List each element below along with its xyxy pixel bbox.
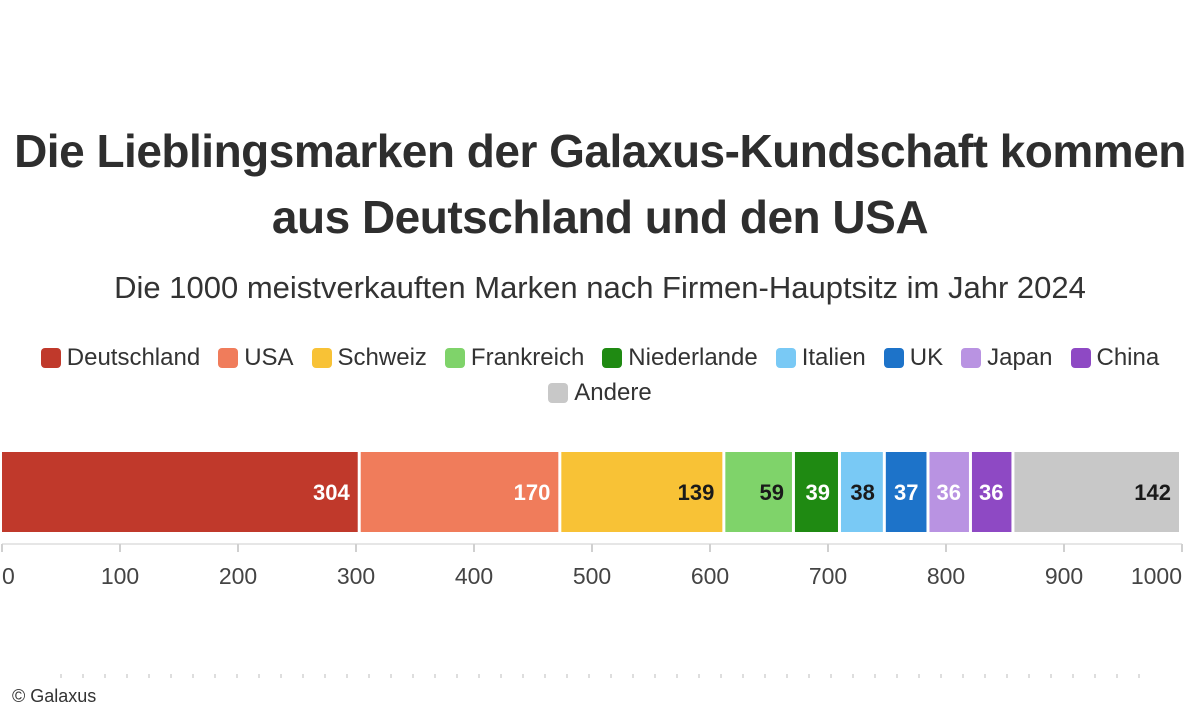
bar-segment-china bbox=[971, 452, 1012, 532]
data-label-niederlande: 39 bbox=[805, 480, 829, 505]
legend-item-andere: Andere bbox=[548, 375, 652, 410]
legend-item-frankreich: Frankreich bbox=[444, 340, 585, 375]
legend-label: UK bbox=[909, 344, 944, 371]
x-tick-label: 700 bbox=[809, 563, 847, 589]
bar-segment-usa bbox=[360, 452, 559, 532]
x-tick-label: 500 bbox=[573, 563, 611, 589]
legend-swatch bbox=[444, 347, 465, 368]
legend-item-italien: Italien bbox=[775, 340, 866, 375]
legend-label: China bbox=[1096, 344, 1160, 371]
legend-row: Deutschland USA Schweiz Frankreich Niederlan… bbox=[0, 340, 1200, 375]
faded-footer-text bbox=[60, 674, 1140, 678]
copyright-credit: © Galaxus bbox=[12, 686, 97, 706]
legend-swatch bbox=[311, 347, 332, 368]
legend-swatch bbox=[961, 347, 982, 368]
legend-swatch bbox=[1070, 347, 1091, 368]
data-label-schweiz: 139 bbox=[678, 480, 715, 505]
x-tick-label: 100 bbox=[101, 563, 139, 589]
legend-label: Schweiz bbox=[337, 344, 427, 371]
bar-segment-niederlande bbox=[794, 452, 838, 532]
chart-title-line-1: Die Lieblingsmarken der Galaxus-Kundscha… bbox=[14, 125, 1186, 177]
legend-item-japan: Japan bbox=[961, 340, 1053, 375]
chart-legend: Deutschland USA Schweiz Frankreich Niederlan… bbox=[0, 340, 1200, 410]
legend-swatch bbox=[883, 347, 904, 368]
data-label-andere: 142 bbox=[1134, 480, 1171, 505]
bar-segment-uk bbox=[885, 452, 927, 532]
bar-segment-andere bbox=[1014, 452, 1179, 532]
chart-subtitle: Die 1000 meistverkauften Marken nach Fir… bbox=[114, 270, 1086, 305]
data-label-uk: 37 bbox=[894, 480, 918, 505]
bar-segment-italien bbox=[840, 452, 883, 532]
data-label-frankreich: 59 bbox=[759, 480, 783, 505]
legend-item-schweiz: Schweiz bbox=[311, 340, 427, 375]
bar-segment-deutschland bbox=[2, 452, 358, 532]
legend-item-deutschland: Deutschland bbox=[40, 340, 201, 375]
legend-item-niederlande: Niederlande bbox=[602, 340, 758, 375]
bar-segment-frankreich bbox=[725, 452, 792, 532]
data-label-japan: 36 bbox=[936, 480, 960, 505]
x-tick-label: 600 bbox=[691, 563, 729, 589]
legend-item-usa: USA bbox=[218, 340, 294, 375]
legend-label: USA bbox=[244, 344, 294, 371]
data-label-usa: 170 bbox=[514, 480, 551, 505]
legend-swatch bbox=[218, 347, 239, 368]
legend-swatch bbox=[602, 347, 623, 368]
x-tick-label: 200 bbox=[219, 563, 257, 589]
bar-segment-schweiz bbox=[561, 452, 723, 532]
legend-label: Japan bbox=[987, 344, 1053, 371]
legend-label: Andere bbox=[574, 379, 652, 406]
x-tick-label: 0 bbox=[2, 563, 15, 589]
legend-swatch bbox=[40, 347, 61, 368]
legend-swatch bbox=[548, 382, 569, 403]
legend-row: Andere bbox=[0, 375, 1200, 410]
x-tick-label: 1000 bbox=[1131, 563, 1182, 589]
legend-item-uk: UK bbox=[883, 340, 944, 375]
x-tick-label: 400 bbox=[455, 563, 493, 589]
legend-label: Italien bbox=[801, 344, 866, 371]
x-tick-label: 900 bbox=[1045, 563, 1083, 589]
data-label-italien: 38 bbox=[850, 480, 874, 505]
legend-swatch bbox=[775, 347, 796, 368]
x-tick-label: 800 bbox=[927, 563, 965, 589]
legend-label: Niederlande bbox=[628, 344, 758, 371]
chart-title: Die Lieblingsmarken der Galaxus-Kundscha… bbox=[0, 118, 1200, 250]
legend-label: Frankreich bbox=[470, 344, 585, 371]
stacked-bar-chart: 304 170 139 59 39 38 37 36 36 142 0 100 200 300 400 500… bbox=[1, 452, 1183, 589]
data-label-china: 36 bbox=[979, 480, 1003, 505]
legend-label: Deutschland bbox=[66, 344, 201, 371]
bar-segment-japan bbox=[929, 452, 969, 532]
chart-title-line-2: aus Deutschland und den USA bbox=[271, 191, 929, 243]
data-label-deutschland: 304 bbox=[313, 480, 350, 505]
legend-item-china: China bbox=[1070, 340, 1160, 375]
x-tick-label: 300 bbox=[337, 563, 375, 589]
